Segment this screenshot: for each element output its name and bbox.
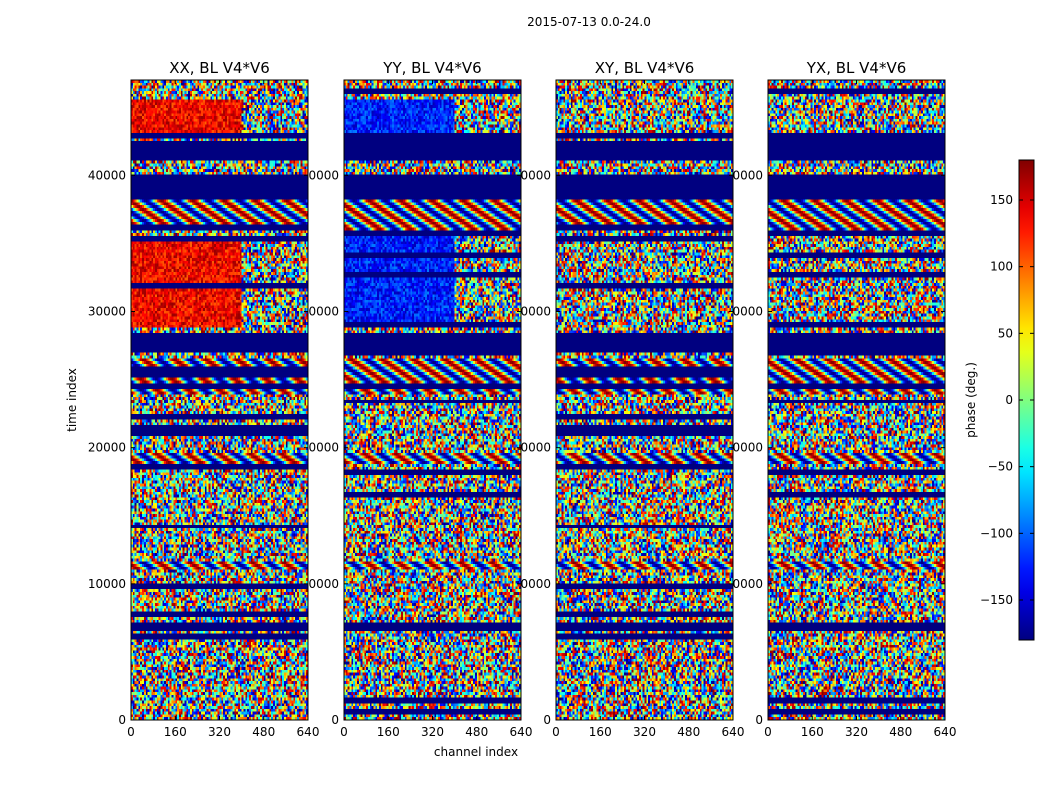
phase-heatmap-yy	[344, 80, 521, 720]
x-tick-label: 480	[889, 725, 912, 739]
colorbar-label: phase (deg.)	[964, 362, 978, 438]
y-tick-label: 0	[755, 713, 763, 727]
x-tick-label: 160	[377, 725, 400, 739]
panel-yy: YY, BL V4*V60 160 320 480 640000000000000000…	[308, 59, 532, 739]
y-tick-label: 0000	[732, 304, 763, 318]
y-tick-label: 0000	[520, 577, 551, 591]
colorbar-tick-label: 0	[1005, 393, 1013, 407]
colorbar-tick-label: −100	[980, 526, 1013, 540]
colorbar-tick-label: −150	[980, 593, 1013, 607]
y-tick-label: 10000	[88, 577, 126, 591]
y-tick-label: 0000	[732, 441, 763, 455]
y-tick-label: 20000	[88, 441, 126, 455]
y-tick-label: 0000	[520, 304, 551, 318]
y-tick-label: 40000	[88, 168, 126, 182]
y-tick-label: 0000	[308, 441, 339, 455]
panel-title-yx: YX, BL V4*V6	[806, 59, 907, 77]
y-tick-label: 0	[331, 713, 339, 727]
y-tick-label: 0000	[520, 441, 551, 455]
x-tick-label: 160	[164, 725, 187, 739]
x-tick-label: 640	[510, 725, 533, 739]
x-tick-label: 160	[801, 725, 824, 739]
panel-yx: YX, BL V4*V60 160 320 480 640000000000000000…	[732, 59, 956, 739]
x-tick-label: 640	[934, 725, 957, 739]
y-axis-label: time index	[65, 368, 79, 432]
y-tick-label: 0000	[308, 168, 339, 182]
x-tick-label: 640	[297, 725, 320, 739]
x-tick-label: 0	[552, 725, 560, 739]
x-tick-label: 480	[465, 725, 488, 739]
colorbar-tick-label: 50	[998, 326, 1013, 340]
y-tick-label: 0	[118, 713, 126, 727]
x-tick-label: 640	[722, 725, 745, 739]
x-tick-label: 0	[127, 725, 135, 739]
panel-title-xx: XX, BL V4*V6	[169, 59, 270, 77]
panels: XX, BL V4*V6 0 160 320 480 640 0 10000 20000 3000…	[88, 59, 957, 739]
colorbar: −150 −100 −50 0 50 100 150	[980, 159, 1035, 641]
x-tick-label: 320	[208, 725, 231, 739]
x-tick-label: 0	[340, 725, 348, 739]
panel-xy: XY, BL V4*V60 160 320 480 640000000000000000…	[520, 59, 744, 739]
panel-xx: XX, BL V4*V6 0 160 320 480 640 0 10000 20000 3000…	[88, 59, 320, 739]
phase-heatmap-xx	[131, 80, 308, 720]
x-tick-label: 320	[421, 725, 444, 739]
phase-heatmap-xy	[556, 80, 733, 720]
x-tick-label: 480	[252, 725, 275, 739]
y-tick-label: 0	[543, 713, 551, 727]
phase-heatmap-yx	[768, 80, 945, 720]
x-tick-label: 0	[764, 725, 772, 739]
x-tick-label: 320	[845, 725, 868, 739]
panel-title-yy: YY, BL V4*V6	[382, 59, 481, 77]
colorbar-tick-label: −50	[988, 460, 1013, 474]
panel-title-xy: XY, BL V4*V6	[595, 59, 695, 77]
y-tick-label: 0000	[732, 168, 763, 182]
x-tick-label: 480	[677, 725, 700, 739]
colorbar-tick-label: 100	[990, 260, 1013, 274]
x-tick-label: 320	[633, 725, 656, 739]
y-tick-label: 0000	[732, 577, 763, 591]
x-tick-label: 160	[589, 725, 612, 739]
y-tick-label: 0000	[308, 577, 339, 591]
colorbar-tick-label: 150	[990, 193, 1013, 207]
y-tick-label: 0000	[308, 304, 339, 318]
x-axis-label: channel index	[434, 745, 518, 759]
y-tick-label: 0000	[520, 168, 551, 182]
y-tick-label: 30000	[88, 304, 126, 318]
figure-title: 2015-07-13 0.0-24.0	[527, 15, 651, 29]
